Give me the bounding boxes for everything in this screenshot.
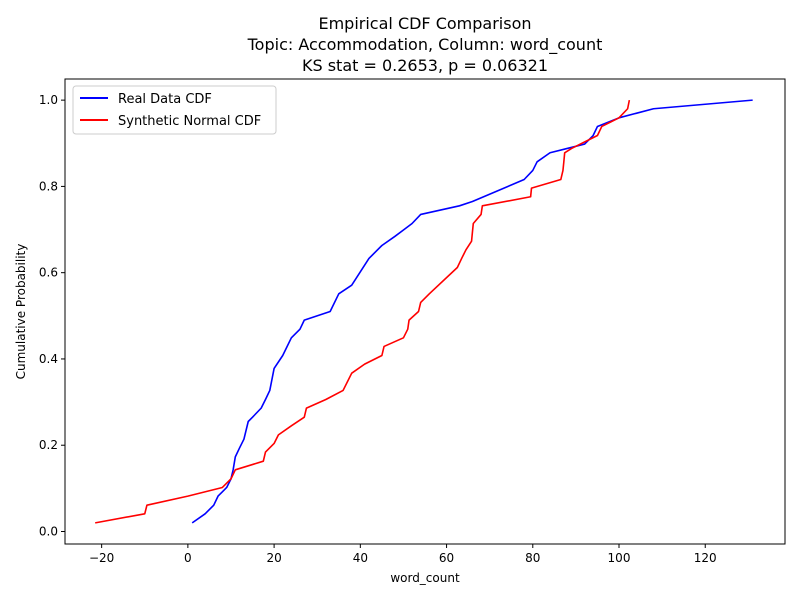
series-line-synthetic xyxy=(95,99,631,524)
x-tick-label: 60 xyxy=(439,551,454,565)
x-tick-label: 40 xyxy=(353,551,368,565)
title-line-3: KS stat = 0.2653, p = 0.06321 xyxy=(302,56,548,75)
y-tick-label: 0.0 xyxy=(39,524,58,538)
y-tick-label: 0.6 xyxy=(39,266,58,280)
x-tick-label: 120 xyxy=(694,551,717,565)
y-axis-ticks: 0.0 0.2 0.4 0.6 0.8 1.0 xyxy=(39,93,65,538)
x-tick-label: 20 xyxy=(266,551,281,565)
x-tick-label: 80 xyxy=(525,551,540,565)
x-axis-label: word_count xyxy=(390,571,460,585)
x-axis-ticks: −20 0 20 40 60 80 100 120 xyxy=(89,544,717,565)
legend-label-synthetic: Synthetic Normal CDF xyxy=(118,114,261,129)
y-tick-label: 1.0 xyxy=(39,93,58,107)
plot-frame xyxy=(64,78,786,545)
x-tick-label: 100 xyxy=(608,551,631,565)
x-tick-label: 0 xyxy=(184,551,192,565)
title-line-1: Empirical CDF Comparison xyxy=(318,14,531,33)
legend: Real Data CDF Synthetic Normal CDF xyxy=(72,85,277,135)
y-axis-label: Cumulative Probability xyxy=(14,244,28,380)
series-line-real xyxy=(191,99,753,524)
y-tick-label: 0.4 xyxy=(39,352,58,366)
title-line-2: Topic: Accommodation, Column: word_count xyxy=(247,35,603,55)
legend-label-real: Real Data CDF xyxy=(118,92,212,107)
legend-box xyxy=(72,85,277,135)
chart-title: Empirical CDF Comparison Topic: Accommod… xyxy=(247,14,603,75)
y-tick-label: 0.2 xyxy=(39,438,58,452)
y-tick-label: 0.8 xyxy=(39,179,58,193)
series-layer xyxy=(95,99,753,524)
x-tick-label: −20 xyxy=(89,551,114,565)
